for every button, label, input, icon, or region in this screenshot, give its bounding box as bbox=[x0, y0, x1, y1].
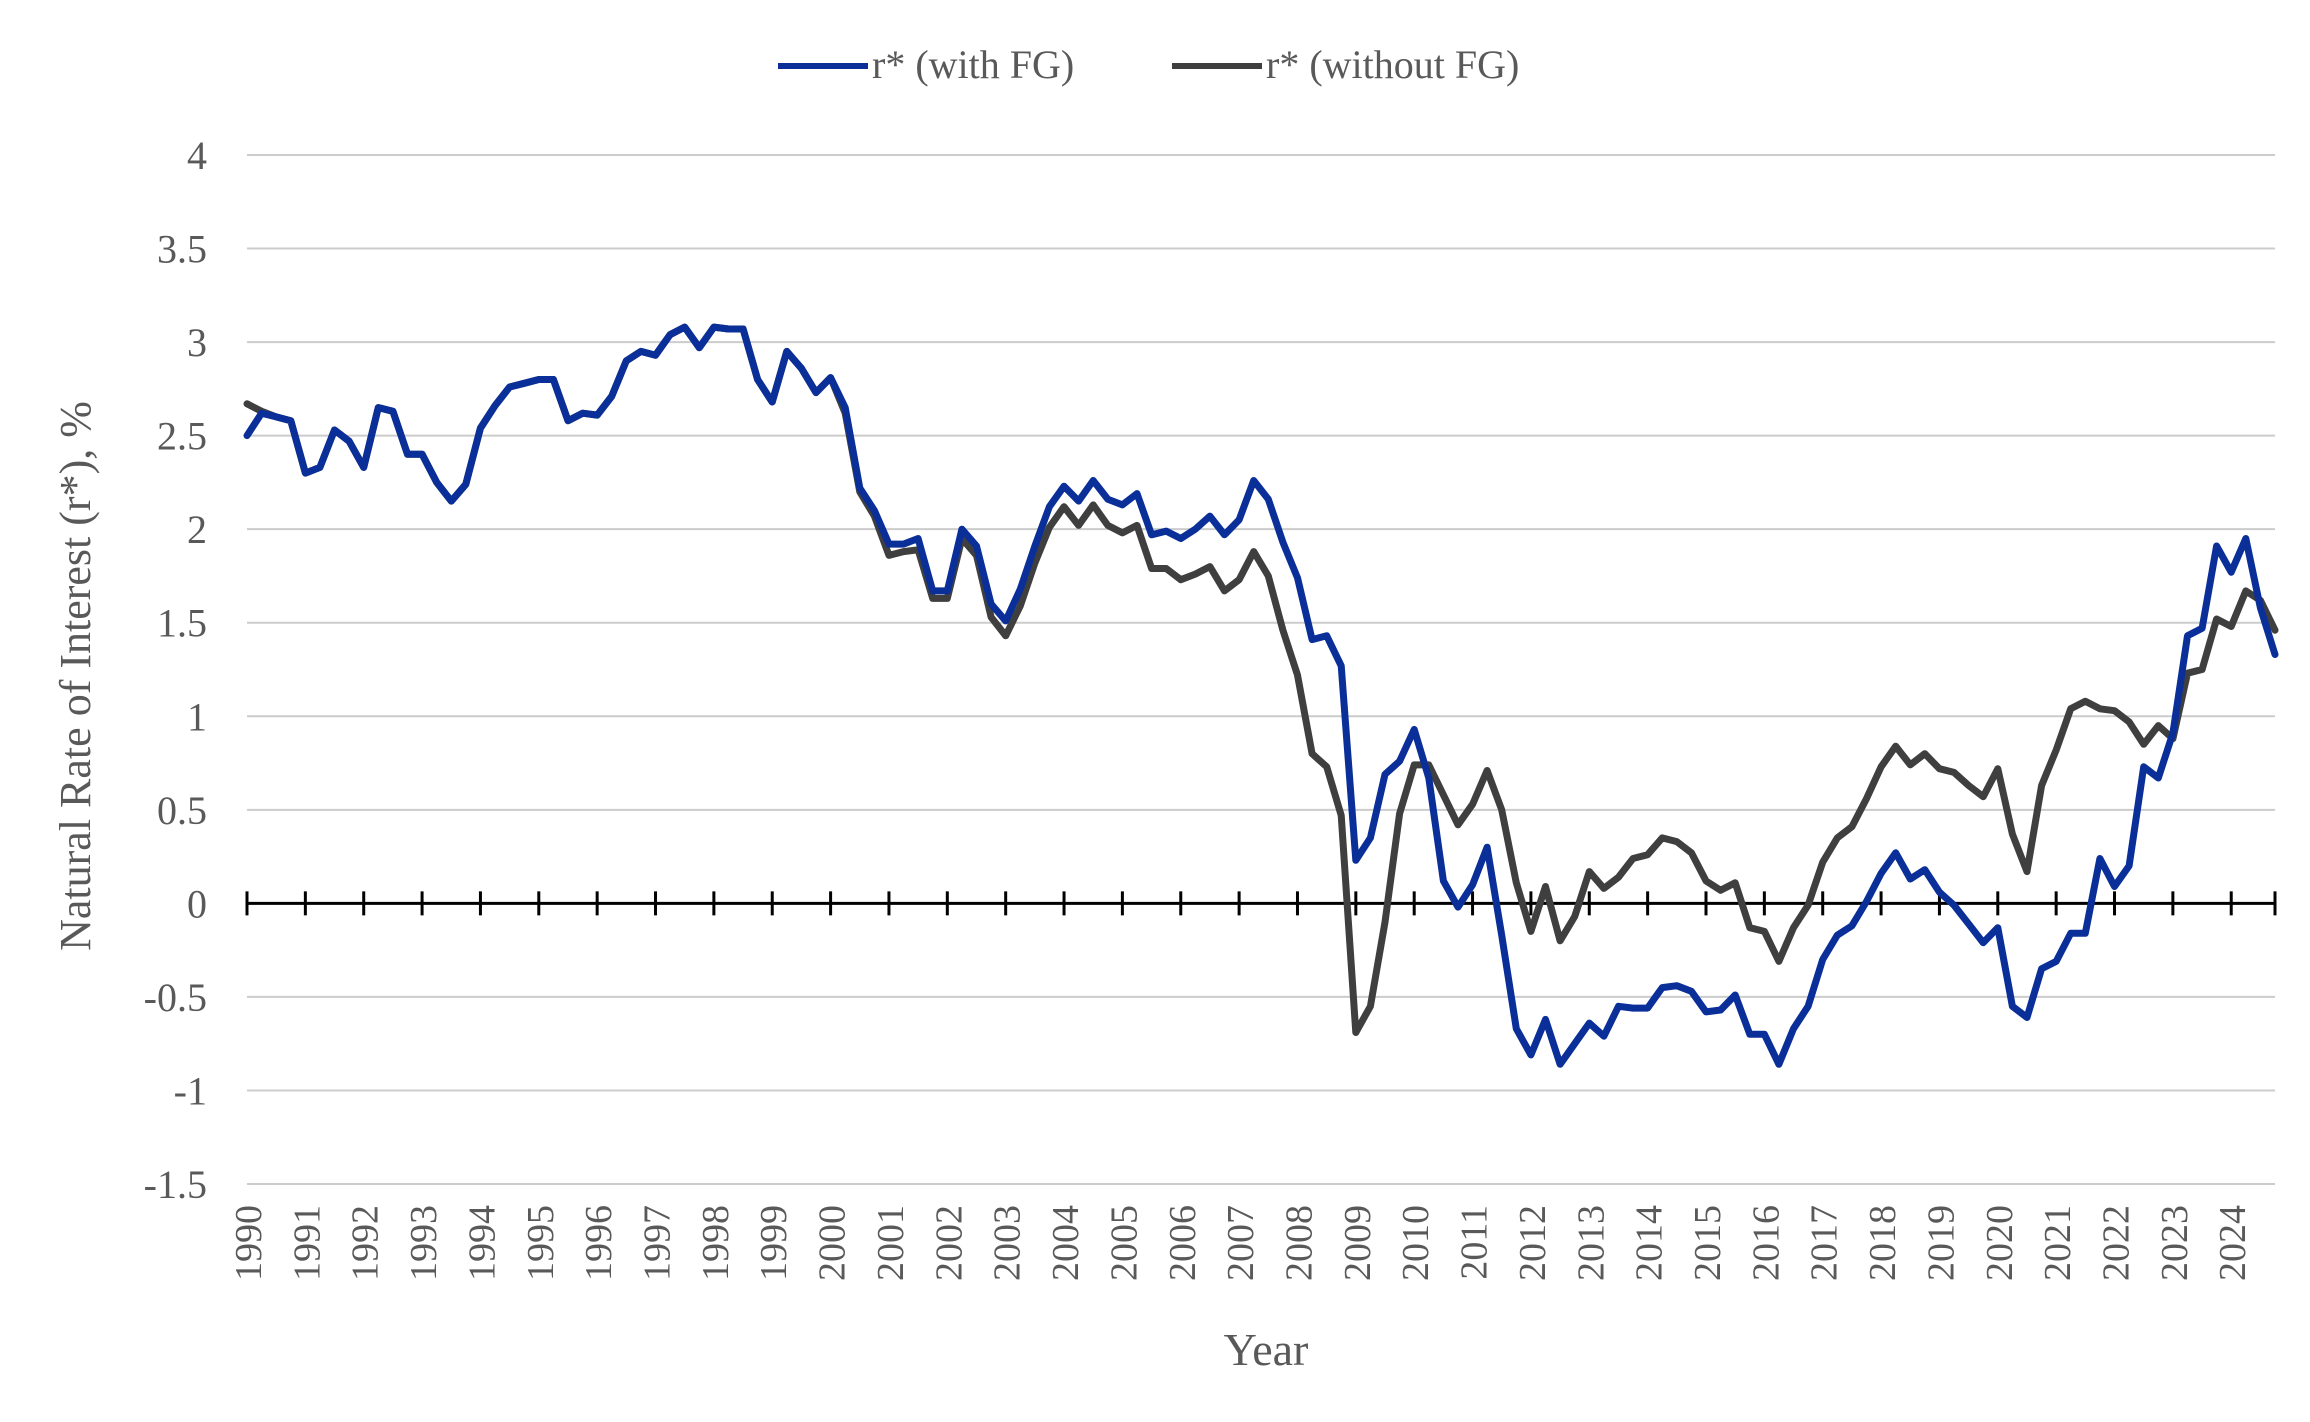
y-tick-label: 2 bbox=[187, 507, 207, 552]
x-tick-label: 1999 bbox=[753, 1205, 795, 1281]
x-axis-title: Year bbox=[1224, 1324, 1309, 1375]
x-tick-label: 1992 bbox=[345, 1205, 387, 1281]
x-tick-label: 2004 bbox=[1045, 1205, 1087, 1281]
x-tick-label: 1991 bbox=[286, 1205, 328, 1281]
series-line-with-fg bbox=[243, 323, 2279, 1068]
y-tick-label: 4 bbox=[187, 133, 207, 178]
x-tick-label: 1993 bbox=[403, 1205, 445, 1281]
x-tick-label: 2016 bbox=[1745, 1205, 1787, 1281]
x-tick-label: 2005 bbox=[1103, 1205, 1145, 1281]
x-tick-label: 2024 bbox=[2212, 1205, 2254, 1281]
x-tick-label: 2011 bbox=[1454, 1205, 1496, 1280]
x-tick-label: 1996 bbox=[578, 1205, 620, 1281]
x-tick-label: 2007 bbox=[1220, 1205, 1262, 1281]
x-tick-label: 2014 bbox=[1629, 1205, 1671, 1281]
y-tick-label: 1 bbox=[187, 694, 207, 739]
x-tick-label: 1998 bbox=[695, 1205, 737, 1281]
x-tick-label: 2017 bbox=[1804, 1205, 1846, 1281]
zero-axis bbox=[245, 891, 2277, 916]
x-tick-label: 2015 bbox=[1687, 1205, 1729, 1281]
x-tick-label: 2012 bbox=[1512, 1205, 1554, 1281]
y-tick-label: -0.5 bbox=[144, 975, 207, 1020]
y-tick-label: 3 bbox=[187, 320, 207, 365]
x-tick-label: 2023 bbox=[2154, 1205, 2196, 1281]
x-tick-label: 1994 bbox=[461, 1205, 503, 1281]
x-tick-label: 2010 bbox=[1395, 1205, 1437, 1281]
x-tick-label: 2008 bbox=[1278, 1205, 1320, 1281]
y-axis-title: Natural Rate of Interest (r*), % bbox=[51, 401, 100, 951]
legend-label-with-fg: r* (with FG) bbox=[872, 42, 1074, 87]
y-tick-label: 0.5 bbox=[157, 788, 207, 833]
x-tick-label: 1997 bbox=[637, 1205, 679, 1281]
y-tick-label: 0 bbox=[187, 881, 207, 926]
x-tick-label: 2018 bbox=[1862, 1205, 1904, 1281]
x-tick-label: 2020 bbox=[1979, 1205, 2021, 1281]
x-tick-label: 2013 bbox=[1570, 1205, 1612, 1281]
x-tick-label: 2006 bbox=[1162, 1205, 1204, 1281]
x-tick-label: 2000 bbox=[812, 1205, 854, 1281]
y-tick-label: 3.5 bbox=[157, 227, 207, 272]
series-lines bbox=[243, 323, 2279, 1068]
legend: r* (with FG) r* (without FG) bbox=[778, 42, 1519, 87]
x-tick-label: 1995 bbox=[520, 1205, 562, 1281]
y-tick-label: 1.5 bbox=[157, 601, 207, 646]
y-tick-label: -1 bbox=[174, 1068, 207, 1113]
x-tick-label: 2001 bbox=[870, 1205, 912, 1281]
gridlines bbox=[247, 154, 2275, 1185]
x-tick-labels: 1990 1991 1992 1993 1994 1995 1996 1997 1998 1999… bbox=[228, 1205, 2254, 1281]
x-tick-label: 2002 bbox=[928, 1205, 970, 1281]
x-tick-label: 2003 bbox=[987, 1205, 1029, 1281]
x-tick-label: 2021 bbox=[2037, 1205, 2079, 1281]
y-tick-labels: -1.5 -1 -0.5 0 0.5 1 1.5 2 2.5 3 3.5 4 bbox=[144, 133, 207, 1207]
y-tick-label: -1.5 bbox=[144, 1162, 207, 1207]
legend-label-without-fg: r* (without FG) bbox=[1266, 42, 1519, 87]
x-tick-label: 2019 bbox=[1920, 1205, 1962, 1281]
x-tick-label: 2009 bbox=[1337, 1205, 1379, 1281]
y-tick-label: 2.5 bbox=[157, 414, 207, 459]
x-tick-label: 2022 bbox=[2096, 1205, 2138, 1281]
x-tick-label: 1990 bbox=[228, 1205, 270, 1281]
